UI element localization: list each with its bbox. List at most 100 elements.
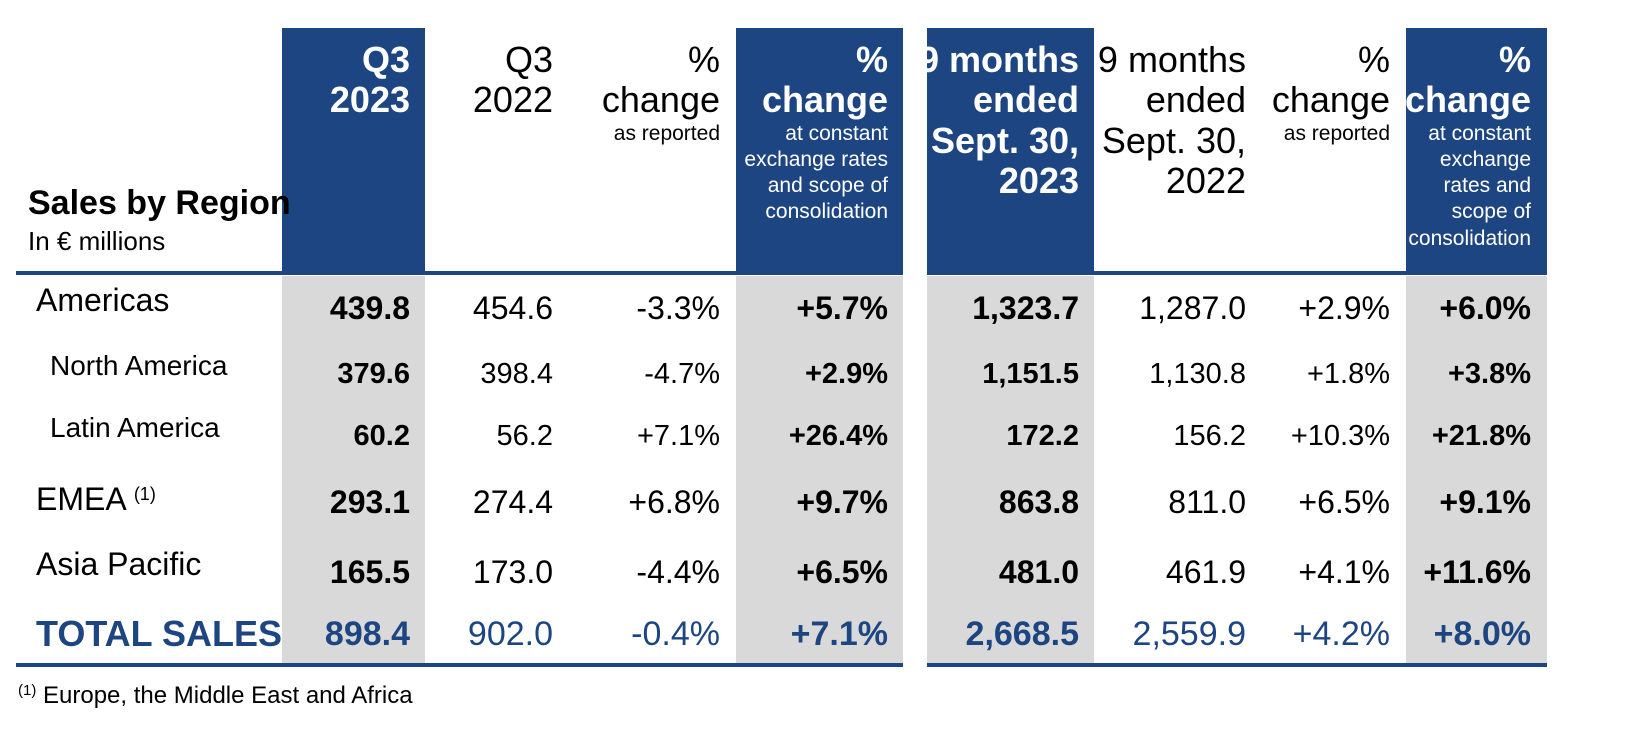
table-cell: 481.0 <box>998 554 1079 590</box>
row-label-text: Latin America <box>50 412 220 443</box>
column-header-subline: consolidation <box>765 200 888 224</box>
table-cell: 172.2 <box>1006 420 1079 452</box>
column-header-subline: rates and <box>1443 174 1531 198</box>
table-cell: 274.4 <box>472 484 553 520</box>
band-9m-pct-constant <box>1406 276 1547 664</box>
table-cell: -3.3% <box>636 290 720 326</box>
table-cell: +21.8% <box>1431 420 1531 452</box>
column-header-line: Q3 <box>504 39 553 80</box>
table-cell: 811.0 <box>1168 484 1246 520</box>
column-header-line: 2022 <box>1165 159 1246 201</box>
column-header-m9-2023: 9 months ended Sept. 30, 2023 <box>919 39 1080 201</box>
footnote-text: Europe, the Middle East and Africa <box>36 682 413 709</box>
column-header-subline: and scope of <box>767 174 888 198</box>
column-header-line: Q3 <box>361 39 410 80</box>
column-header-line: change <box>1404 79 1531 121</box>
row-label-latin-america: Latin America <box>50 408 220 448</box>
table-cell: +7.1% <box>636 420 720 452</box>
bottom-rule-right <box>927 663 1547 667</box>
row-label-asia-pacific: Asia Pacific <box>36 544 201 584</box>
band-9m-2023 <box>927 276 1094 664</box>
table-cell: +5.7% <box>796 290 888 326</box>
table-cell: +4.1% <box>1298 554 1390 590</box>
table-cell: +1.8% <box>1306 358 1390 390</box>
footnote: (1) Europe, the Middle East and Africa <box>18 682 413 710</box>
table-cell: +6.5% <box>796 554 888 590</box>
table-cell: +9.1% <box>1439 484 1531 520</box>
band-q3-2023 <box>282 276 425 664</box>
row-label-text: Americas <box>36 282 170 318</box>
column-header-q-pct-rep: % change as reported <box>570 39 720 147</box>
column-header-subline: at constant <box>785 121 888 145</box>
table-cell: 1,130.8 <box>1149 358 1246 390</box>
table-cell: +10.3% <box>1290 420 1390 452</box>
bottom-rule-left <box>16 663 903 667</box>
column-header-line: Sept. 30, <box>930 119 1079 161</box>
column-header-m9-2022: 9 months ended Sept. 30, 2022 <box>1096 39 1246 201</box>
header-divider-right <box>927 271 1547 275</box>
column-header-line: % <box>1498 39 1531 80</box>
table-cell: +7.1% <box>790 615 888 653</box>
column-header-subline: at constant <box>1428 121 1531 145</box>
table-cell: 398.4 <box>480 358 553 390</box>
column-header-line: 2023 <box>329 79 410 121</box>
column-header-q-pct-cst: % change at constant exchange rates and sco… <box>728 39 888 226</box>
footnote-marker: (1) <box>18 682 37 699</box>
column-header-line: % <box>1357 39 1390 80</box>
table-cell: -4.7% <box>644 358 720 390</box>
column-header-m9-pct-rep: % change as reported <box>1250 39 1390 147</box>
table-cell: 156.2 <box>1173 420 1246 452</box>
row-label-total-sales: TOTAL SALES <box>36 614 282 654</box>
column-header-subline: consolidation <box>1408 226 1531 250</box>
table-cell: +8.0% <box>1433 615 1531 653</box>
table-cell: +6.0% <box>1439 290 1531 326</box>
table-cell: 173.0 <box>472 554 553 590</box>
table-cell: 863.8 <box>998 484 1079 520</box>
header-bg-9m-pct-constant <box>1406 28 1547 272</box>
band-q-pct-constant <box>736 276 903 664</box>
table-cell: +4.2% <box>1292 615 1390 653</box>
table-cell: 165.5 <box>329 554 410 590</box>
table-cell: 2,559.9 <box>1132 615 1246 653</box>
row-label-north-america: North America <box>50 346 227 386</box>
column-header-line: 2022 <box>472 79 553 121</box>
column-header-line: 9 months <box>919 39 1080 80</box>
table-cell: +3.8% <box>1447 358 1531 390</box>
table-cell: 461.9 <box>1165 554 1246 590</box>
table-cell: 2,668.5 <box>965 615 1079 653</box>
row-label-text: North America <box>50 350 228 381</box>
column-header-subline: scope of <box>1451 200 1531 224</box>
row-label-text: TOTAL SALES <box>36 613 283 654</box>
table-subtitle: In € millions <box>28 226 166 256</box>
table-cell: +11.6% <box>1423 554 1531 590</box>
table-cell: 1,151.5 <box>982 358 1079 390</box>
table-cell: +26.4% <box>788 420 888 452</box>
row-label-emea: EMEA (1) <box>36 474 156 519</box>
row-label-americas: Americas <box>36 280 169 320</box>
footnote-ref: (1) <box>133 484 156 504</box>
column-header-subline: as reported <box>613 121 720 145</box>
table-cell: +6.8% <box>628 484 720 520</box>
column-header-line: % change <box>601 39 720 121</box>
row-label-text: Asia Pacific <box>36 546 202 582</box>
column-header-line: Sept. 30, <box>1101 119 1246 161</box>
column-header-q3-2022: Q3 2022 <box>413 39 553 121</box>
column-header-line: 2023 <box>998 159 1079 201</box>
table-cell: -4.4% <box>636 554 720 590</box>
column-header-line: change <box>1271 79 1390 121</box>
table-cell: 60.2 <box>353 420 410 452</box>
table-cell: +9.7% <box>796 484 888 520</box>
column-header-line: 9 months <box>1097 39 1246 80</box>
table-cell: 454.6 <box>472 290 553 326</box>
table-cell: 379.6 <box>337 358 410 390</box>
column-header-subline: as reported <box>1283 121 1390 145</box>
header-bg-q3-2023 <box>282 28 425 272</box>
table-title: Sales by Region <box>28 184 291 222</box>
header-bg-q-pct-constant <box>736 28 903 272</box>
table-cell: 56.2 <box>496 420 553 452</box>
table-cell: 898.4 <box>324 615 410 653</box>
table-cell: +2.9% <box>804 358 888 390</box>
column-header-m9-pct-cst: % change at constant exchange rates and scope… <box>1396 39 1531 252</box>
table-cell: 439.8 <box>329 290 410 326</box>
header-divider-left <box>16 271 903 275</box>
